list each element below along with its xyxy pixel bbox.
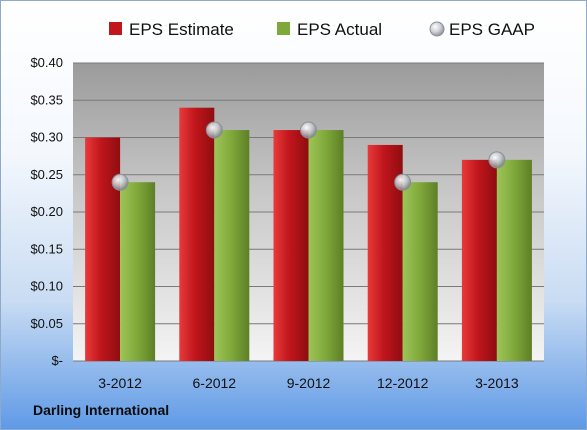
eps-estimate-bar [461,159,497,361]
legend-label: EPS GAAP [449,20,535,39]
legend-eps-gaap: EPS GAAP [429,20,535,39]
eps-actual-bar [496,159,532,361]
legend-eps-estimate: EPS Estimate [109,20,234,39]
y-axis: $- $0.05 $0.10 $0.15 $0.20 $0.25 $0.30 $0.35 $0.… [30,55,63,368]
y-tick-label: $0.05 [30,316,63,331]
x-tick-label: 3-2013 [475,375,519,391]
y-tick-label: $0.15 [30,241,63,256]
y-tick-label: $0.30 [30,130,63,145]
eps-actual-bar [120,182,156,361]
y-tick-label: $0.35 [30,92,63,107]
eps-actual-bar [214,130,250,361]
x-tick-label: 9-2012 [287,375,331,391]
bars [85,107,532,361]
legend: EPS Estimate EPS Actual EPS GAAP [109,20,535,39]
gaap-markers [111,121,506,191]
x-axis: 3-2012 6-2012 9-2012 12-2012 3-2013 [98,375,519,391]
y-tick-label: $0.20 [30,204,63,219]
x-tick-label: 12-2012 [377,375,429,391]
legend-swatch [277,22,290,35]
eps-gaap-marker [300,121,317,139]
y-tick-label: $- [51,353,63,368]
x-tick-label: 6-2012 [193,375,237,391]
legend-swatch [109,22,122,35]
eps-actual-bar [308,130,344,361]
eps-estimate-bar [179,107,215,361]
eps-estimate-bar [85,137,121,361]
legend-label: EPS Estimate [129,20,234,39]
company-name: Darling International [33,402,170,418]
eps-gaap-marker [488,151,506,169]
x-tick-label: 3-2012 [98,375,142,391]
legend-eps-actual: EPS Actual [277,20,382,39]
eps-gaap-marker [111,173,129,191]
y-tick-label: $0.25 [30,167,63,182]
legend-label: EPS Actual [297,20,382,39]
eps-gaap-marker [205,121,223,139]
y-tick-label: $0.10 [30,279,63,294]
eps-gaap-marker [394,173,412,191]
eps-estimate-bar [273,130,309,361]
y-tick-label: $0.40 [30,55,63,70]
legend-swatch [429,21,445,37]
eps-actual-bar [402,182,438,361]
